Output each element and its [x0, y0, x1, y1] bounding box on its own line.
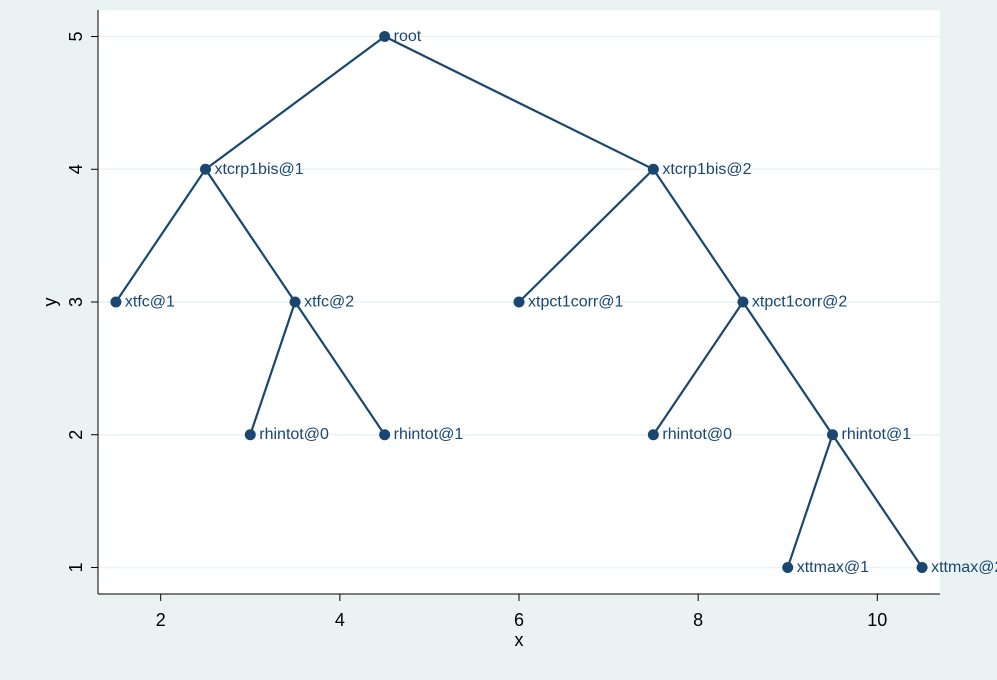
y-tick-label: 5: [66, 32, 86, 42]
tree-node-label: xtpct1corr@1: [528, 294, 623, 311]
tree-edge: [204, 35, 386, 171]
tree-node-marker: [379, 31, 391, 43]
tree-node-marker: [289, 296, 301, 308]
tree-node-marker: [244, 429, 256, 441]
tree-edge: [652, 301, 744, 436]
tree-edge: [652, 168, 744, 303]
tree-node-label: xtpct1corr@2: [752, 294, 847, 311]
tree-edge: [518, 168, 655, 303]
node-labels: root xtcrp1bis@1 xtcrp1bis@2 xtfc@1 xtfc@2 xt…: [125, 28, 997, 576]
y-tick-label: 1: [66, 562, 86, 572]
tree-node-marker: [916, 561, 928, 573]
x-tick-label: 2: [156, 610, 166, 630]
tree-edge: [249, 301, 297, 436]
tree-node-marker: [737, 296, 749, 308]
tree-edge: [384, 35, 654, 171]
tree-node-marker: [647, 163, 659, 175]
tree-node-label: xttmax@2: [931, 559, 997, 576]
tree-edge: [204, 168, 296, 303]
tree-node-label: rhintot@0: [662, 426, 732, 443]
tree-node-marker: [827, 429, 839, 441]
tree-node-label: xtfc@1: [125, 294, 175, 311]
tree-edge: [294, 301, 386, 436]
tree-node-label: xtfc@2: [304, 294, 354, 311]
tree-nodes: [110, 31, 928, 573]
y-tick-label: 3: [66, 297, 86, 307]
tree-node-label: xtcrp1bis@2: [662, 161, 751, 178]
tree-node-marker: [110, 296, 122, 308]
tree-node-label: xtcrp1bis@1: [214, 161, 303, 178]
tree-node-label: xttmax@1: [797, 559, 869, 576]
tree-node-label: root: [394, 28, 422, 45]
x-tick-label: 10: [867, 610, 887, 630]
y-tick-label: 2: [66, 430, 86, 440]
tree-node-label: rhintot@0: [259, 426, 329, 443]
x-axis-title: x: [515, 630, 524, 650]
tree-node-marker: [199, 163, 211, 175]
tree-edge: [786, 434, 834, 568]
x-tick-label: 6: [514, 610, 524, 630]
x-tick-label: 4: [335, 610, 345, 630]
tree-edge: [115, 168, 207, 303]
x-tick-label: 8: [693, 610, 703, 630]
tree-node-marker: [513, 296, 525, 308]
tree-node-marker: [379, 429, 391, 441]
tree-node-label: rhintot@1: [842, 426, 912, 443]
tree-node-marker: [782, 561, 794, 573]
tree-node-marker: [647, 429, 659, 441]
y-axis-title: y: [40, 298, 60, 307]
tree-node-label: rhintot@1: [394, 426, 464, 443]
tree-edge: [831, 434, 923, 569]
tree-edges: [115, 35, 923, 569]
tree-edge: [742, 301, 834, 436]
y-tick-label: 4: [66, 164, 86, 174]
